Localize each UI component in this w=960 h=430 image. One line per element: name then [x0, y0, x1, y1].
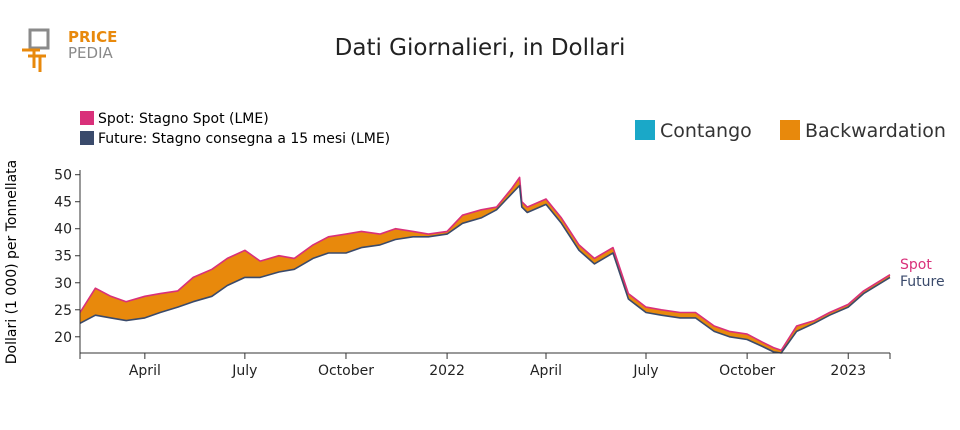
logo-text-pedia: PEDIA: [68, 44, 113, 62]
y-tick-label: 20: [54, 330, 72, 346]
x-tick-label: July: [632, 363, 658, 379]
x-tick-label: October: [719, 363, 775, 379]
end-label-future: Future: [900, 274, 945, 290]
x-tick-label: April: [530, 363, 562, 379]
y-axis-title: Dollari (1 000) per Tonnellata: [4, 160, 20, 364]
x-tick-label: July: [231, 363, 257, 379]
legend-label-spot: Spot: Stagno Spot (LME): [98, 111, 269, 127]
legend-label-future: Future: Stagno consegna a 15 mesi (LME): [98, 131, 390, 147]
y-tick-label: 45: [54, 195, 72, 211]
logo-mark-orange: [22, 48, 46, 72]
y-tick-label: 50: [54, 168, 72, 184]
chart-title: Dati Giornalieri, in Dollari: [335, 35, 626, 61]
y-tick-label: 40: [54, 222, 72, 238]
plot-area: [79, 176, 891, 354]
legend-swatch-spot: [80, 111, 94, 125]
series-line-spot: [79, 176, 891, 352]
legend-swatch-backwardation: [780, 120, 800, 140]
series-line-future: [79, 184, 891, 354]
x-tick-label: 2023: [830, 363, 866, 379]
x-tick-label: April: [129, 363, 161, 379]
x-tick-label: October: [318, 363, 374, 379]
backwardation-area: [80, 177, 890, 353]
end-label-spot: Spot: [900, 257, 932, 273]
legend-label-backwardation: Backwardation: [805, 120, 946, 142]
y-tick-label: 30: [54, 276, 72, 292]
logo-mark-gray: [28, 28, 50, 50]
logo-text-price: PRICE: [68, 28, 117, 46]
legend-label-contango: Contango: [660, 120, 752, 142]
axes: 20 25 30 35 40 45 50 April July October 2022 April J…: [54, 168, 891, 379]
y-tick-label: 25: [54, 303, 72, 319]
y-tick-label: 35: [54, 249, 72, 265]
legend-swatch-contango: [635, 120, 655, 140]
pricepedia-logo: PRICE PEDIA: [22, 28, 117, 72]
legend-swatch-future: [80, 131, 94, 145]
x-tick-label: 2022: [429, 363, 465, 379]
